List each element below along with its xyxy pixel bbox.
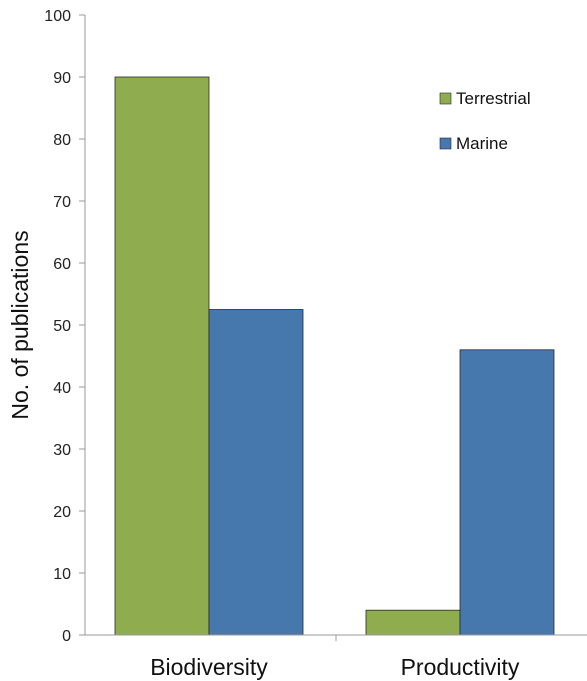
y-tick-label: 100 bbox=[44, 8, 71, 25]
x-category-label: Biodiversity bbox=[150, 654, 268, 680]
bar-marine-biodiversity bbox=[208, 309, 304, 636]
y-tick-label: 60 bbox=[53, 256, 71, 273]
y-ticks-group: 0 10 20 30 40 50 60 70 80 90 100 bbox=[44, 8, 85, 645]
y-tick-label: 0 bbox=[62, 628, 71, 645]
y-tick-label: 70 bbox=[53, 194, 71, 211]
bars-group bbox=[114, 76, 555, 636]
y-tick-label: 80 bbox=[53, 132, 71, 149]
legend-swatch-terrestrial bbox=[439, 92, 452, 105]
bar-terrestrial-productivity bbox=[365, 609, 461, 636]
x-labels-group: Biodiversity Productivity bbox=[150, 635, 520, 680]
y-tick-label: 90 bbox=[53, 70, 71, 87]
y-tick-label: 40 bbox=[53, 380, 71, 397]
legend-label-terrestrial: Terrestrial bbox=[456, 89, 531, 108]
y-tick-label: 20 bbox=[53, 504, 71, 521]
legend-label-marine: Marine bbox=[456, 134, 508, 153]
y-axis-title: No. of publications bbox=[7, 230, 33, 419]
legend: Terrestrial Marine bbox=[439, 89, 531, 153]
legend-swatch-marine bbox=[439, 137, 452, 150]
y-tick-label: 30 bbox=[53, 442, 71, 459]
x-category-label: Productivity bbox=[401, 654, 520, 680]
bar-marine-productivity bbox=[459, 349, 555, 636]
y-tick-label: 10 bbox=[53, 566, 71, 583]
bar-terrestrial-biodiversity bbox=[114, 76, 210, 636]
y-tick-label: 50 bbox=[53, 318, 71, 335]
